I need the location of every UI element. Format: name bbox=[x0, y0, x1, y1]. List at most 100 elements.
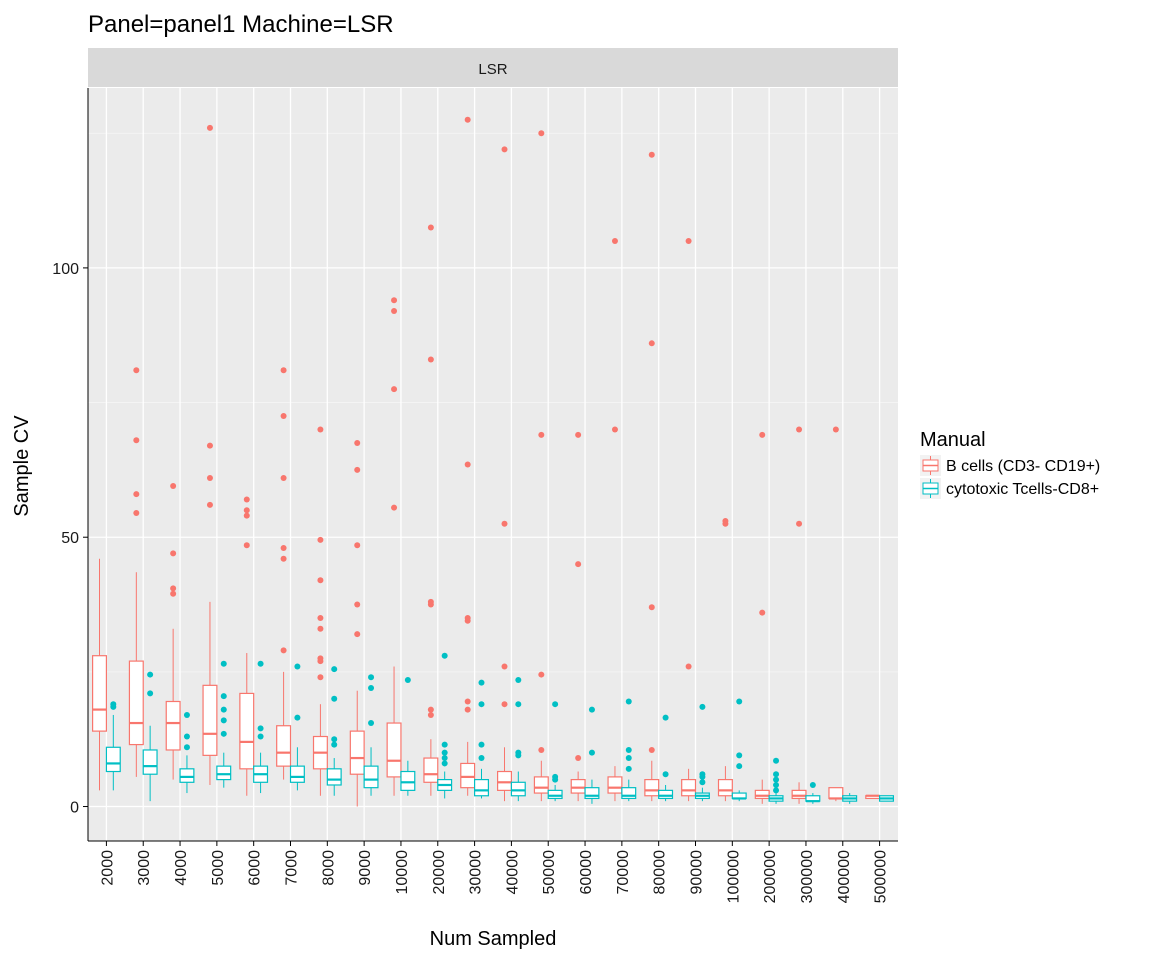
box-body bbox=[105, 746, 121, 773]
outlier-point bbox=[464, 461, 471, 468]
outlier-point bbox=[625, 765, 632, 772]
outlier-point bbox=[317, 674, 324, 681]
box bbox=[878, 795, 894, 802]
outlier-point bbox=[133, 437, 140, 444]
box bbox=[460, 116, 476, 796]
outlier-point bbox=[796, 520, 803, 527]
outlier-point bbox=[736, 763, 743, 770]
box bbox=[179, 711, 195, 794]
outlier-point bbox=[464, 116, 471, 123]
box-series bbox=[92, 116, 894, 807]
box-body bbox=[547, 789, 563, 800]
outlier-point bbox=[552, 773, 559, 780]
box-body bbox=[239, 692, 255, 770]
y-tick-label: 0 bbox=[70, 800, 79, 817]
box bbox=[694, 703, 710, 802]
outlier-point bbox=[280, 367, 287, 374]
box-body bbox=[289, 765, 305, 783]
outlier-point bbox=[648, 340, 655, 347]
outlier-point bbox=[759, 609, 766, 616]
outlier-point bbox=[441, 741, 448, 748]
outlier-point bbox=[317, 615, 324, 622]
outlier-point bbox=[441, 652, 448, 659]
box bbox=[584, 706, 600, 804]
outlier-point bbox=[354, 631, 361, 638]
outlier-point bbox=[206, 442, 213, 449]
outlier-point bbox=[257, 660, 264, 667]
outlier-point bbox=[575, 755, 582, 762]
outlier-point bbox=[280, 544, 287, 551]
box bbox=[289, 663, 305, 791]
box-body bbox=[92, 655, 108, 732]
outlier-point bbox=[354, 542, 361, 549]
outlier-point bbox=[280, 474, 287, 481]
outlier-point bbox=[648, 604, 655, 611]
outlier-point bbox=[588, 706, 595, 713]
outlier-point bbox=[796, 426, 803, 433]
outlier-point bbox=[354, 466, 361, 473]
outlier-point bbox=[515, 749, 522, 756]
y-axis-title: Sample CV bbox=[11, 415, 33, 517]
x-tick-label: 90000 bbox=[689, 850, 706, 895]
outlier-point bbox=[280, 555, 287, 562]
box bbox=[533, 130, 549, 802]
box bbox=[473, 679, 489, 799]
box-body bbox=[179, 768, 195, 783]
box-body bbox=[216, 765, 232, 781]
outlier-point bbox=[220, 717, 227, 724]
outlier-point bbox=[427, 598, 434, 605]
outlier-point bbox=[368, 720, 375, 727]
x-tick-label: 200000 bbox=[762, 850, 779, 903]
outlier-point bbox=[243, 507, 250, 514]
x-tick-label: 40000 bbox=[504, 850, 521, 895]
outlier-point bbox=[280, 413, 287, 420]
box-body bbox=[791, 789, 807, 800]
series-0 bbox=[92, 116, 881, 807]
outlier-point bbox=[832, 426, 839, 433]
box-body bbox=[128, 660, 144, 746]
outlier-point bbox=[722, 518, 729, 525]
box-body bbox=[607, 776, 623, 794]
box-body bbox=[497, 770, 513, 791]
outlier-point bbox=[317, 625, 324, 632]
x-tick-label: 50000 bbox=[541, 850, 558, 895]
outlier-point bbox=[170, 585, 177, 592]
box bbox=[510, 676, 526, 802]
box-body bbox=[644, 778, 660, 797]
box bbox=[253, 660, 269, 794]
outlier-point bbox=[354, 439, 361, 446]
outlier-point bbox=[220, 730, 227, 737]
outlier-point bbox=[773, 776, 780, 783]
box bbox=[842, 793, 858, 804]
box bbox=[828, 426, 844, 802]
x-tick-label: 80000 bbox=[652, 850, 669, 895]
outlier-point bbox=[515, 701, 522, 708]
outlier-point bbox=[538, 431, 545, 438]
outlier-point bbox=[317, 655, 324, 662]
outlier-point bbox=[464, 615, 471, 622]
box bbox=[165, 483, 181, 780]
x-tick-label: 9000 bbox=[357, 850, 374, 886]
outlier-point bbox=[736, 698, 743, 705]
box-body bbox=[570, 778, 586, 794]
box bbox=[621, 698, 637, 802]
outlier-point bbox=[759, 431, 766, 438]
x-tick-label: 30000 bbox=[468, 850, 485, 895]
outlier-point bbox=[331, 741, 338, 748]
box bbox=[658, 714, 674, 802]
box-body bbox=[584, 787, 600, 800]
box-body bbox=[828, 787, 844, 800]
box bbox=[570, 431, 586, 802]
facet-strip-label: LSR bbox=[478, 61, 507, 78]
outlier-point bbox=[427, 224, 434, 231]
outlier-point bbox=[243, 496, 250, 503]
chart-title: Panel=panel1 Machine=LSR bbox=[88, 11, 394, 38]
outlier-point bbox=[391, 504, 398, 511]
box bbox=[216, 660, 232, 788]
facet-strip bbox=[88, 48, 898, 87]
outlier-point bbox=[699, 771, 706, 778]
outlier-point bbox=[220, 660, 227, 667]
outlier-point bbox=[441, 749, 448, 756]
x-tick-label: 5000 bbox=[210, 850, 227, 886]
outlier-point bbox=[515, 676, 522, 683]
